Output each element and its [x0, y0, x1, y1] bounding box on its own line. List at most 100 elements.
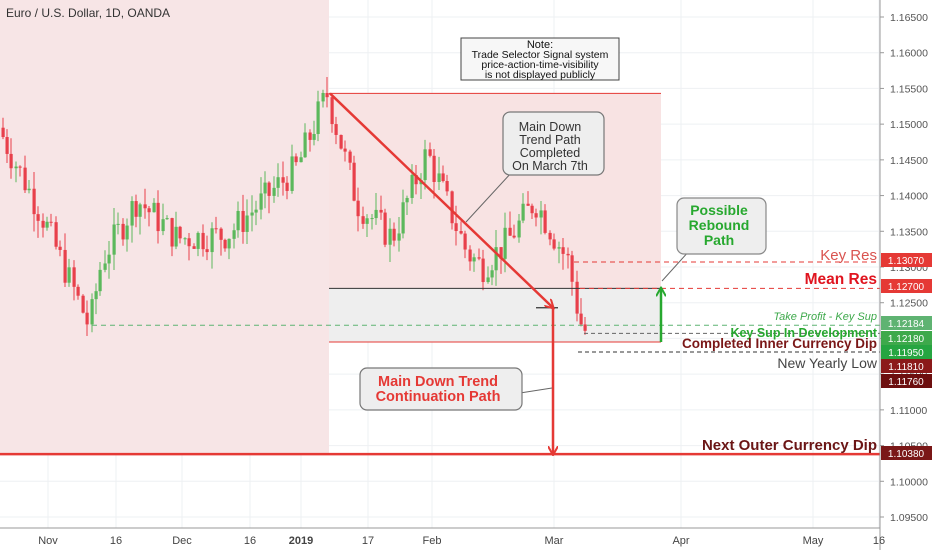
candle-body	[348, 151, 352, 163]
candle-body	[423, 149, 427, 181]
candle-body	[410, 174, 414, 198]
level-label: Key Sup In Development	[730, 326, 877, 340]
candle-body	[370, 218, 374, 220]
y-tick-label: 1.15500	[890, 83, 928, 95]
candle-body	[463, 233, 467, 250]
candle-body	[508, 227, 512, 236]
price-badge	[881, 279, 932, 293]
candle-body	[130, 201, 134, 226]
candle-body	[174, 226, 178, 247]
candle-body	[267, 182, 271, 196]
candle-body	[112, 224, 116, 255]
candle-body	[250, 212, 254, 216]
price-badge	[881, 331, 932, 345]
candle-body	[330, 97, 334, 125]
y-tick-label: 1.16000	[890, 48, 928, 60]
candle-body	[45, 221, 49, 228]
note-box	[460, 37, 620, 81]
price-badge-label: 1.12180	[888, 334, 925, 345]
trend-completed-box	[502, 111, 605, 176]
candle-body	[103, 263, 107, 270]
level-label: Mean Res	[805, 271, 877, 288]
y-tick-label: 1.14500	[890, 155, 928, 167]
candle-body	[49, 221, 53, 223]
candle-body	[579, 313, 583, 325]
candle-body	[521, 203, 525, 221]
candle-body	[294, 156, 298, 163]
candle-body	[557, 247, 561, 249]
candle-body	[583, 324, 587, 331]
candle-body	[58, 246, 62, 250]
candle-body	[365, 218, 369, 224]
candle-body	[14, 166, 18, 169]
note-title: Note:	[527, 39, 553, 51]
trend-completed-line: On March 7th	[512, 159, 588, 173]
candle-body	[196, 232, 200, 249]
price-badge-label: 1.11810	[888, 362, 924, 373]
candle-body	[263, 182, 267, 194]
candle-body	[125, 225, 129, 240]
candle-body	[552, 239, 556, 249]
candle-body	[183, 238, 187, 240]
candle-body	[566, 253, 570, 256]
candle-body	[170, 218, 174, 247]
y-tick-label: 1.09500	[890, 512, 928, 524]
candle-body	[379, 209, 383, 213]
candle-body	[334, 124, 338, 135]
candle-body	[477, 257, 481, 259]
candle-body	[432, 155, 436, 182]
candle-body	[392, 228, 396, 241]
candle-body	[561, 247, 565, 254]
candle-body	[575, 281, 579, 314]
candle-body	[72, 267, 76, 287]
candle-body	[303, 132, 307, 158]
price-badge	[881, 446, 932, 460]
candle-body	[81, 295, 85, 313]
candle-body	[526, 203, 530, 206]
x-tick-label: Nov	[38, 535, 58, 547]
candle-body	[156, 202, 160, 232]
x-tick-label: 16	[873, 535, 885, 547]
candle-body	[9, 153, 13, 169]
candle-body	[388, 228, 392, 245]
candle-body	[192, 246, 196, 249]
down-trend-arrow	[329, 92, 553, 307]
candle-body	[486, 277, 490, 283]
candle-body	[27, 188, 31, 191]
candle-body	[374, 209, 378, 219]
candle-body	[512, 235, 516, 238]
x-tick-label: Apr	[672, 535, 689, 547]
level-label: Take Profit - Key Sup	[773, 311, 877, 323]
candle-body	[312, 134, 316, 140]
candle-body	[134, 201, 138, 217]
candle-body	[187, 238, 191, 247]
candle-body	[539, 210, 543, 218]
candle-body	[503, 227, 507, 259]
candle-body	[241, 210, 245, 232]
candle-body	[41, 220, 45, 228]
callout-pointer	[519, 387, 553, 394]
candle-body	[321, 92, 325, 102]
candle-body	[165, 218, 169, 220]
candle-body	[232, 230, 236, 239]
candle-body	[152, 202, 156, 213]
note-line: price-action-time-visibility	[481, 59, 599, 71]
candle-body	[517, 220, 521, 238]
candle-body	[361, 216, 365, 224]
candle-body	[383, 212, 387, 245]
candle-body	[548, 232, 552, 240]
candle-body	[138, 204, 142, 217]
candle-body	[530, 205, 534, 214]
candle-body	[316, 101, 320, 135]
y-tick-label: 1.10000	[890, 476, 928, 488]
level-label: Next Outer Currency Dip	[702, 437, 877, 454]
candle-body	[441, 173, 445, 182]
callout-pointer	[465, 171, 513, 223]
candle-body	[1, 127, 5, 138]
candle-body	[445, 181, 449, 192]
candle-body	[352, 162, 356, 201]
continuation-box	[359, 367, 523, 411]
price-badge	[881, 345, 932, 359]
candle-body	[254, 209, 258, 213]
price-badge-label: 1.13070	[888, 256, 925, 267]
